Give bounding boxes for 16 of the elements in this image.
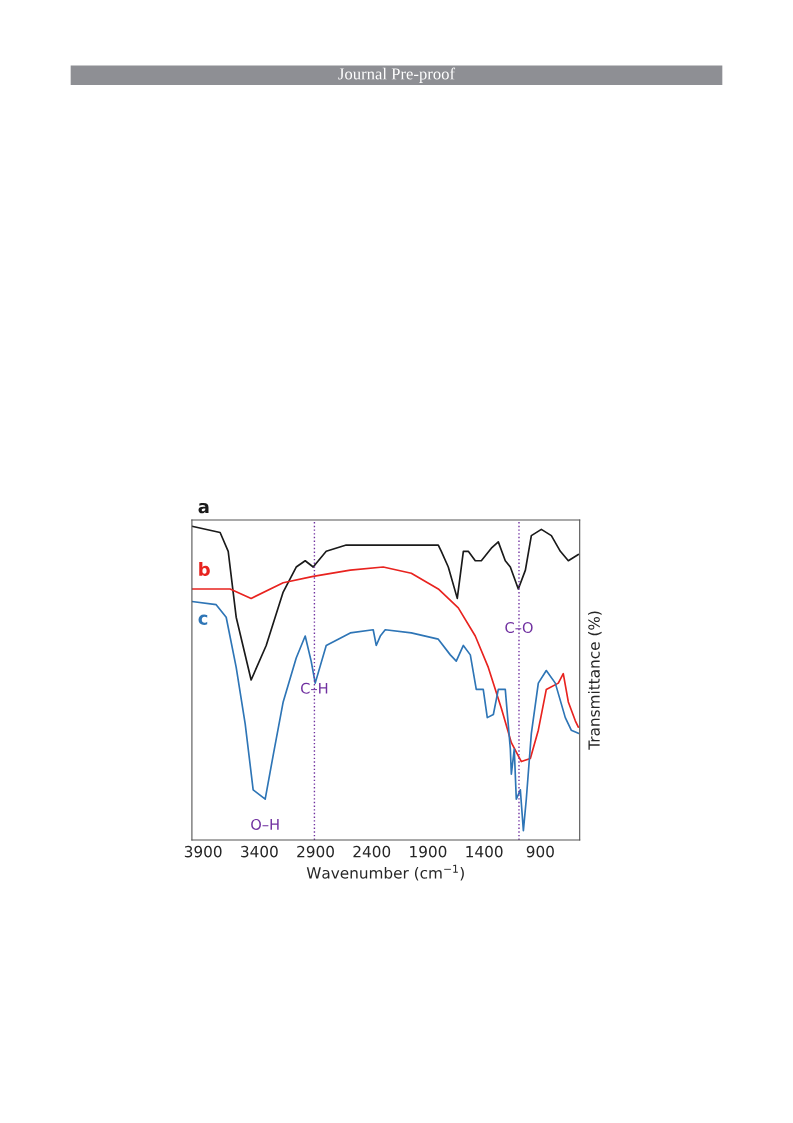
x-tick-label: 1900: [410, 845, 447, 858]
ref-line-label: C–O: [505, 621, 533, 633]
annotation: O–H: [251, 818, 279, 830]
x-tick-label: 1400: [466, 845, 503, 858]
series-label: c: [198, 614, 208, 625]
x-tick-label: 3400: [241, 845, 278, 858]
series-label: a: [198, 502, 209, 514]
x-tick-label: 900: [526, 845, 554, 858]
text: Journal Pre-proof: [338, 67, 456, 83]
y-axis-title: Transmittance (%): [588, 611, 602, 750]
series-label: b: [199, 562, 210, 577]
x-tick-label: 2900: [297, 845, 334, 858]
x-tick-label: 3900: [184, 845, 222, 858]
ref-line-label: C–H: [301, 682, 328, 694]
x-tick-label: 2400: [353, 845, 391, 858]
x-axis-title: Wavenumber (cm$^{−1}$): [306, 864, 464, 881]
